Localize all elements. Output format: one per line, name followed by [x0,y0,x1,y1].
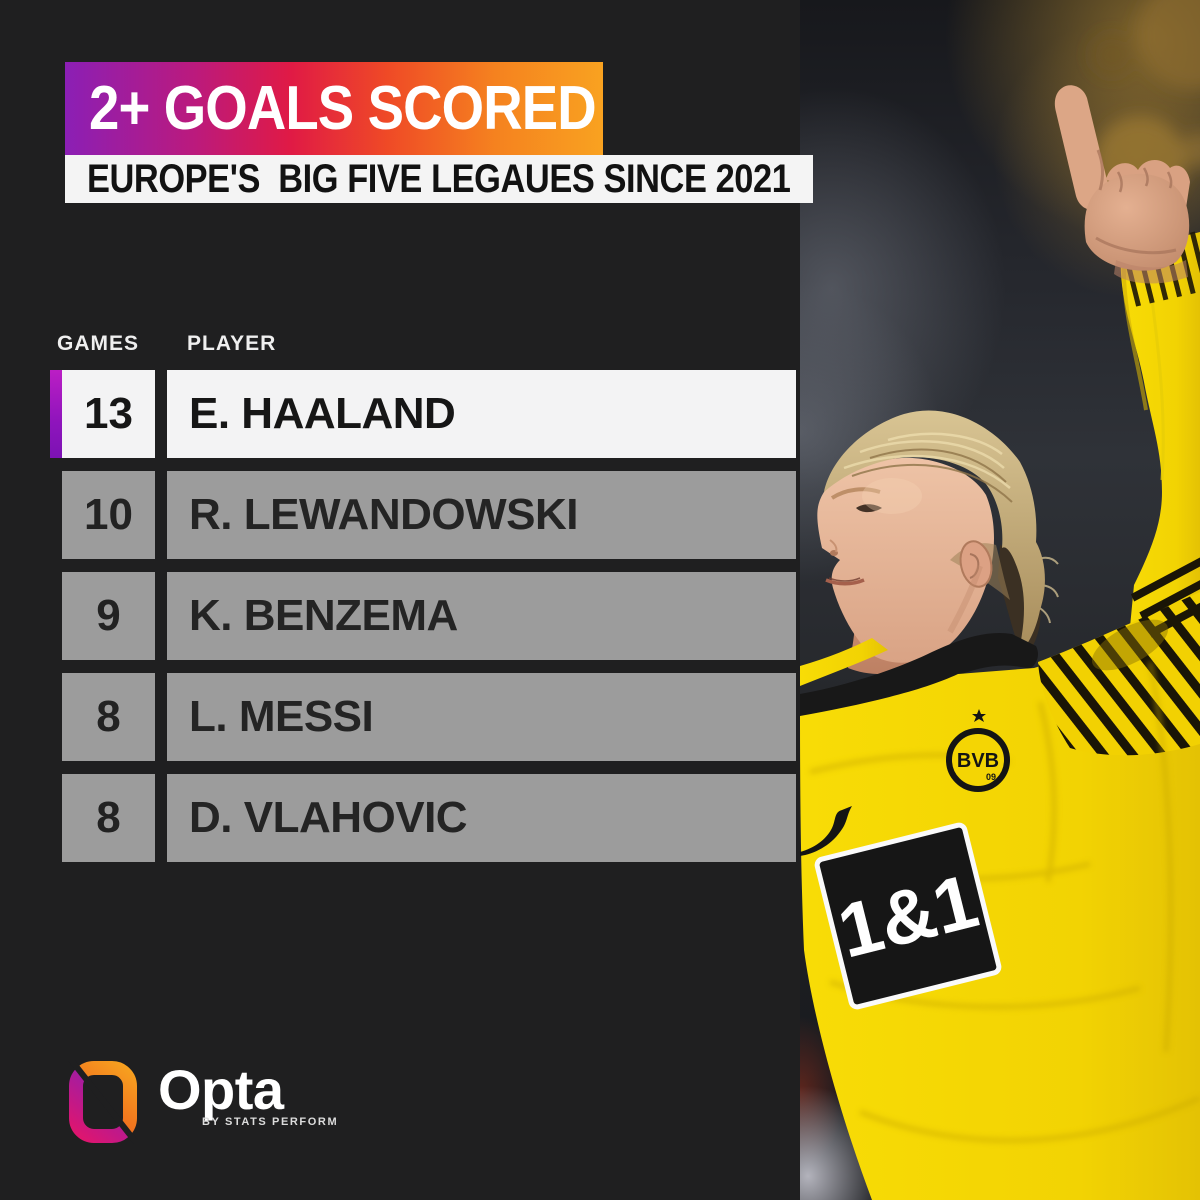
subtitle-banner: EUROPE'S BIG FIVE LEGAUES SINCE 2021 [65,155,813,203]
player-photo: BVB 09 1&1 [800,0,1200,1200]
opta-logo-icon [68,1060,138,1144]
crest-letters: BVB [957,750,999,772]
table-row: 8 D. VLAHOVIC [50,774,796,862]
player-photo-art: BVB 09 1&1 [800,0,1200,1200]
page-title: 2+ GOALS SCORED [89,74,597,143]
games-value: 13 [62,370,155,458]
games-value: 9 [62,572,155,660]
crest-number: 09 [986,772,996,782]
player-head [817,410,1059,675]
table-row: 8 L. MESSI [50,673,796,761]
pointing-hand [1054,85,1190,284]
bvb-crest: BVB 09 [946,709,1010,792]
puma-logo [800,806,852,856]
brand-name: Opta [158,1058,284,1121]
games-value: 8 [62,673,155,761]
column-header-player: PLAYER [187,332,277,355]
player-name: D. VLAHOVIC [167,774,796,862]
jersey-torso [800,548,1200,1200]
page-subtitle: EUROPE'S BIG FIVE LEGAUES SINCE 2021 [87,156,791,201]
opta-footer: Opta BY STATS PERFORM [68,1060,338,1144]
table-row: 10 R. LEWANDOWSKI [50,471,796,559]
games-value: 8 [62,774,155,862]
games-value: 10 [62,471,155,559]
highlight-accent-bar [50,370,62,458]
player-name: L. MESSI [167,673,796,761]
column-header-games: GAMES [57,332,140,355]
brand-text: Opta BY STATS PERFORM [158,1058,339,1129]
player-name: K. BENZEMA [167,572,796,660]
player-name: R. LEWANDOWSKI [167,471,796,559]
player-name: E. HAALAND [167,370,796,458]
table-row: 9 K. BENZEMA [50,572,796,660]
table-row: 13 E. HAALAND [50,370,796,458]
brand-subtitle: BY STATS PERFORM [202,1116,339,1128]
sponsor-badge: 1&1 [814,822,1002,1010]
crest-star-icon [972,709,986,722]
title-banner: 2+ GOALS SCORED [65,62,603,155]
stats-table: 13 E. HAALAND 10 R. LEWANDOWSKI 9 K. BEN… [50,370,796,875]
